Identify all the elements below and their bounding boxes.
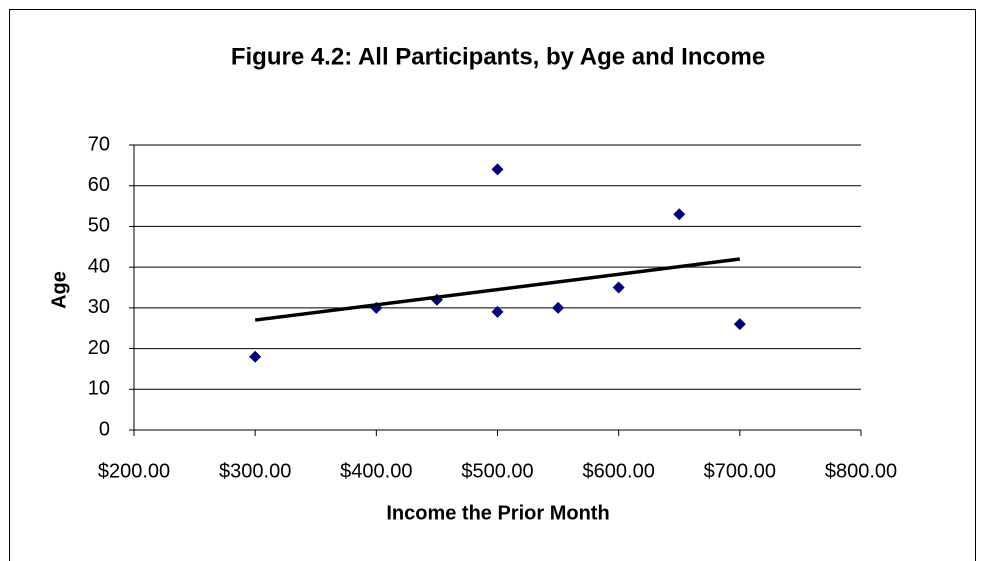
data-point bbox=[249, 350, 262, 363]
data-point bbox=[673, 208, 686, 221]
y-tick-label: 60 bbox=[88, 174, 110, 196]
x-tick-label: $800.00 bbox=[825, 460, 897, 482]
y-tick-label: 30 bbox=[88, 296, 110, 318]
x-tick-label: $200.00 bbox=[98, 460, 170, 482]
x-tick-label: $400.00 bbox=[340, 460, 412, 482]
data-point bbox=[491, 305, 504, 318]
trendline bbox=[254, 257, 741, 322]
x-axis-title: Income the Prior Month bbox=[386, 502, 609, 524]
y-tick-label: 10 bbox=[88, 378, 110, 400]
x-tick-label: $700.00 bbox=[704, 460, 776, 482]
data-point bbox=[552, 301, 565, 314]
y-axis-title: Age bbox=[48, 271, 70, 309]
y-tick-label: 50 bbox=[88, 215, 110, 237]
chart-border bbox=[9, 9, 976, 561]
data-point bbox=[733, 318, 746, 331]
y-tick-label: 70 bbox=[88, 133, 110, 155]
x-tick-label: $500.00 bbox=[461, 460, 533, 482]
data-point bbox=[491, 163, 504, 176]
y-tick-label: 0 bbox=[99, 418, 110, 440]
y-tick-label: 40 bbox=[88, 255, 110, 277]
x-tick-label: $600.00 bbox=[583, 460, 655, 482]
chart-title: Figure 4.2: All Participants, by Age and… bbox=[231, 43, 765, 70]
x-tick-label: $300.00 bbox=[219, 460, 291, 482]
y-tick-label: 20 bbox=[88, 337, 110, 359]
data-point bbox=[612, 281, 625, 294]
